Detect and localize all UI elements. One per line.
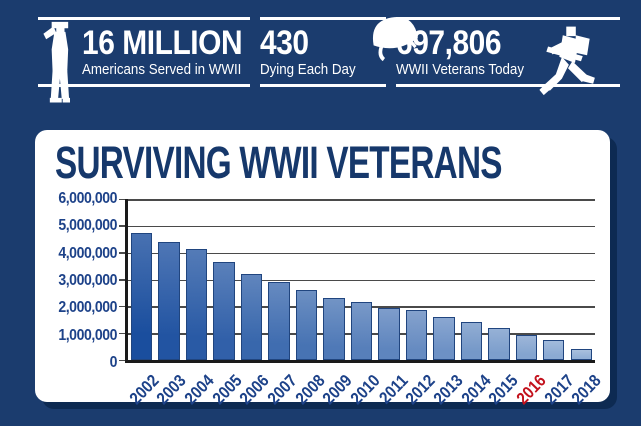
y-tick — [119, 359, 125, 361]
bar-2003 — [158, 241, 180, 360]
bar-slot-2016 — [513, 199, 540, 360]
gridline-6,000,000 — [128, 199, 595, 201]
bar-slot-2009 — [320, 199, 347, 360]
chart-card: SURVIVING WWII VETERANS 6,000,000 5,000,0… — [35, 130, 610, 408]
y-tick-label-2,000,000: 2,000,000 — [58, 299, 117, 317]
y-tick — [119, 305, 125, 308]
bar-2009 — [323, 298, 345, 360]
y-tick-label-3,000,000: 3,000,000 — [58, 272, 117, 289]
bar-2016 — [515, 334, 537, 360]
x-axis: 2002 2003 2004 2005 2006 2007 2008 2009 2010 2011… — [126, 366, 605, 408]
gridline-5,000,000 — [128, 225, 595, 228]
stat-label: Dying Each Day — [260, 61, 356, 78]
bar-slot-2014 — [458, 199, 485, 360]
bar-2015 — [488, 327, 510, 360]
stats-header: 16 MILLION Americans Served in WWII 430 … — [38, 16, 620, 103]
stat-number: 430 — [260, 23, 309, 62]
running-soldier-icon — [537, 24, 599, 102]
chart-title: SURVIVING WWII VETERANS — [55, 137, 503, 188]
stat-number: 16 MILLION — [82, 23, 243, 62]
bar-2018 — [570, 349, 592, 360]
bar-slot-2002 — [128, 199, 155, 360]
stat-veterans-today: 697,806 WWII Veterans Today — [396, 17, 620, 96]
bar-slot-2018 — [568, 199, 595, 360]
stat-text: 430 Dying Each Day — [260, 26, 364, 79]
y-axis: 6,000,000 5,000,000 4,000,000 3,000,000 2,00… — [35, 190, 117, 371]
stat-text: 697,806 WWII Veterans Today — [396, 26, 535, 79]
stat-dying-each-day: 430 Dying Each Day — [260, 16, 418, 87]
stat-served-in-wwii: 16 MILLION Americans Served in WWII — [38, 17, 250, 103]
y-tick-label-1,000,000: 1,000,000 — [58, 326, 117, 344]
y-tick-label-4,000,000: 4,000,000 — [58, 244, 117, 262]
stat-label: Americans Served in WWII — [82, 61, 242, 78]
helmet-icon — [368, 11, 422, 63]
y-tick — [119, 198, 125, 200]
y-tick-label-6,000,000: 6,000,000 — [58, 190, 117, 207]
stat-number: 697,806 — [396, 23, 502, 62]
bar-slot-2012 — [403, 199, 430, 360]
bar-slot-2008 — [293, 199, 320, 360]
bar-slot-2004 — [183, 199, 210, 360]
plot-area — [119, 198, 595, 363]
stat-text: 16 MILLION Americans Served in WWII — [82, 26, 264, 79]
bar-2010 — [350, 302, 373, 360]
x-tick-label-2018: 2018 — [568, 371, 605, 409]
bar-series — [128, 199, 595, 360]
bar-slot-2013 — [430, 199, 457, 360]
bar-slot-2007 — [265, 199, 292, 360]
gridline-3,000,000 — [128, 279, 595, 281]
bar-2005 — [213, 262, 235, 360]
bar-2011 — [378, 307, 400, 360]
bar-2013 — [433, 317, 455, 360]
bar-2008 — [295, 290, 318, 360]
bar-slot-2015 — [485, 199, 512, 360]
bar-slot-2005 — [210, 199, 237, 360]
y-tick — [119, 279, 125, 281]
y-tick — [119, 225, 125, 227]
bar-slot-2003 — [155, 199, 182, 360]
y-tick — [119, 332, 125, 335]
bar-2006 — [240, 274, 263, 360]
bar-slot-2011 — [375, 199, 402, 360]
bar-slot-2006 — [238, 199, 265, 360]
bar-2017 — [543, 339, 565, 360]
bar-2012 — [405, 310, 428, 360]
stat-label: WWII Veterans Today — [396, 61, 525, 78]
bar-slot-2010 — [348, 199, 375, 360]
bar-2007 — [268, 282, 290, 360]
bar-2014 — [460, 322, 483, 360]
bar-2004 — [185, 248, 208, 360]
saluting-soldier-icon — [40, 20, 78, 108]
gridline-4,000,000 — [128, 252, 595, 255]
y-tick-label-5,000,000: 5,000,000 — [58, 217, 117, 235]
y-tick — [119, 252, 125, 254]
bar-slot-2017 — [540, 199, 567, 360]
y-tick-label-0: 0 — [109, 354, 118, 371]
bar-2002 — [131, 232, 153, 360]
